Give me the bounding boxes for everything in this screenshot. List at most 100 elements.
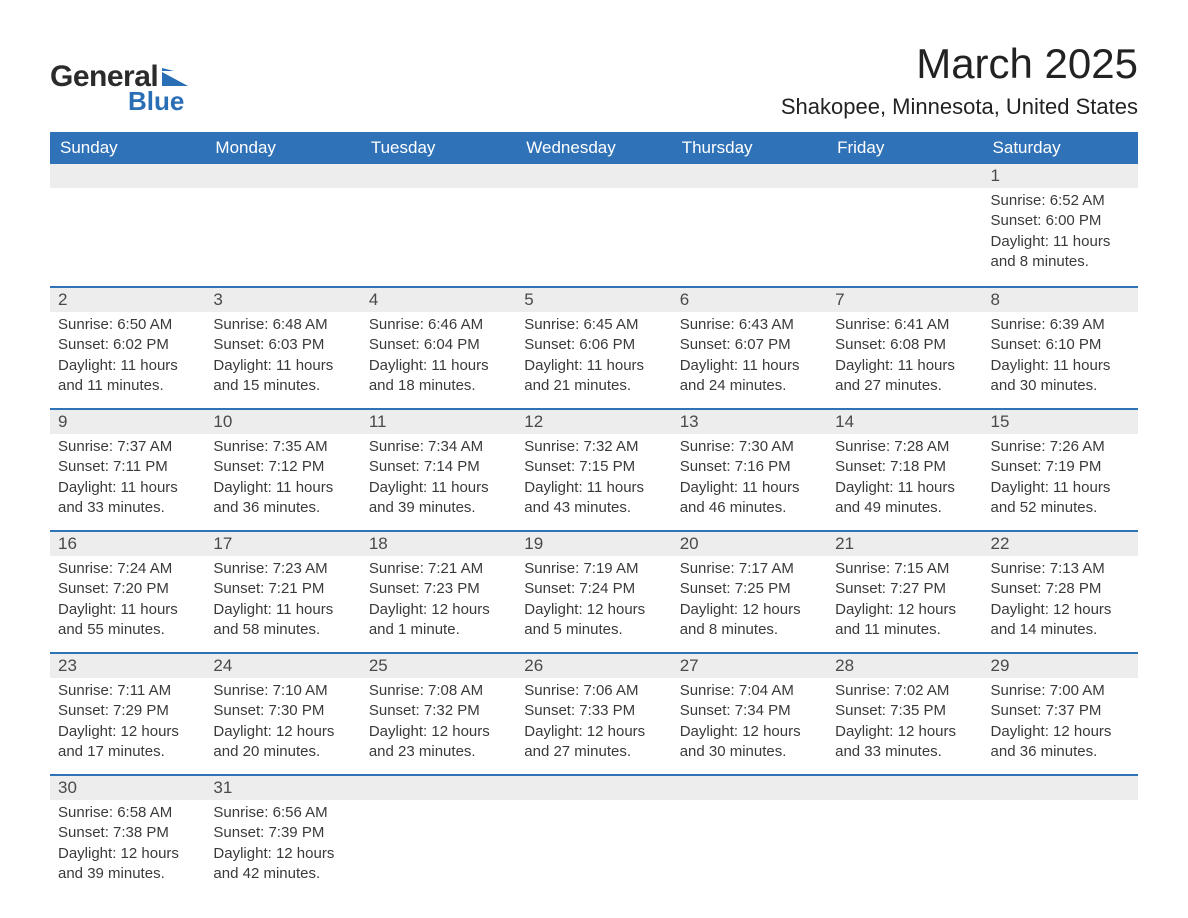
day-content: Sunrise: 6:45 AMSunset: 6:06 PMDaylight:… <box>516 312 671 402</box>
sunrise-text: Sunrise: 7:21 AM <box>369 559 508 579</box>
sunset-text: Sunset: 7:34 PM <box>680 701 819 721</box>
day-cell <box>827 774 982 896</box>
day-cell <box>672 774 827 896</box>
day-cell: 21Sunrise: 7:15 AMSunset: 7:27 PMDayligh… <box>827 530 982 652</box>
weekday-header: Thursday <box>672 132 827 164</box>
day-cell: 6Sunrise: 6:43 AMSunset: 6:07 PMDaylight… <box>672 286 827 408</box>
daylight1-text: Daylight: 12 hours <box>680 600 819 620</box>
week-row: 23Sunrise: 7:11 AMSunset: 7:29 PMDayligh… <box>50 652 1138 774</box>
daylight1-text: Daylight: 11 hours <box>835 356 974 376</box>
day-number <box>361 164 516 188</box>
daylight1-text: Daylight: 11 hours <box>58 356 197 376</box>
day-number <box>361 774 516 800</box>
daylight1-text: Daylight: 12 hours <box>524 722 663 742</box>
daylight2-text: and 23 minutes. <box>369 742 508 762</box>
day-number <box>827 774 982 800</box>
daylight1-text: Daylight: 11 hours <box>835 478 974 498</box>
day-number: 8 <box>983 286 1138 312</box>
daylight1-text: Daylight: 12 hours <box>991 722 1130 742</box>
daylight2-text: and 15 minutes. <box>213 376 352 396</box>
daylight1-text: Daylight: 11 hours <box>991 232 1130 252</box>
day-content: Sunrise: 6:52 AMSunset: 6:00 PMDaylight:… <box>983 188 1138 278</box>
day-cell <box>516 164 671 286</box>
day-number <box>672 164 827 188</box>
day-content <box>50 188 205 278</box>
day-number: 5 <box>516 286 671 312</box>
day-number: 22 <box>983 530 1138 556</box>
day-content: Sunrise: 7:10 AMSunset: 7:30 PMDaylight:… <box>205 678 360 768</box>
day-number: 29 <box>983 652 1138 678</box>
day-cell: 2Sunrise: 6:50 AMSunset: 6:02 PMDaylight… <box>50 286 205 408</box>
day-number <box>827 164 982 188</box>
daylight2-text: and 33 minutes. <box>835 742 974 762</box>
day-content: Sunrise: 6:56 AMSunset: 7:39 PMDaylight:… <box>205 800 360 890</box>
daylight1-text: Daylight: 11 hours <box>524 478 663 498</box>
day-content: Sunrise: 7:30 AMSunset: 7:16 PMDaylight:… <box>672 434 827 524</box>
day-cell: 13Sunrise: 7:30 AMSunset: 7:16 PMDayligh… <box>672 408 827 530</box>
day-content: Sunrise: 7:06 AMSunset: 7:33 PMDaylight:… <box>516 678 671 768</box>
daylight2-text: and 11 minutes. <box>835 620 974 640</box>
day-number: 4 <box>361 286 516 312</box>
daylight2-text: and 33 minutes. <box>58 498 197 518</box>
day-number: 24 <box>205 652 360 678</box>
sunset-text: Sunset: 6:04 PM <box>369 335 508 355</box>
daylight1-text: Daylight: 12 hours <box>58 722 197 742</box>
day-cell <box>361 774 516 896</box>
daylight2-text: and 49 minutes. <box>835 498 974 518</box>
day-cell: 25Sunrise: 7:08 AMSunset: 7:32 PMDayligh… <box>361 652 516 774</box>
day-number <box>516 774 671 800</box>
sunrise-text: Sunrise: 7:32 AM <box>524 437 663 457</box>
daylight2-text: and 20 minutes. <box>213 742 352 762</box>
day-number: 31 <box>205 774 360 800</box>
sunset-text: Sunset: 7:37 PM <box>991 701 1130 721</box>
daylight2-text: and 5 minutes. <box>524 620 663 640</box>
day-cell: 16Sunrise: 7:24 AMSunset: 7:20 PMDayligh… <box>50 530 205 652</box>
sunrise-text: Sunrise: 6:50 AM <box>58 315 197 335</box>
sunset-text: Sunset: 6:02 PM <box>58 335 197 355</box>
day-number: 28 <box>827 652 982 678</box>
day-content: Sunrise: 7:24 AMSunset: 7:20 PMDaylight:… <box>50 556 205 646</box>
day-cell: 29Sunrise: 7:00 AMSunset: 7:37 PMDayligh… <box>983 652 1138 774</box>
day-content: Sunrise: 6:39 AMSunset: 6:10 PMDaylight:… <box>983 312 1138 402</box>
daylight2-text: and 8 minutes. <box>680 620 819 640</box>
day-number <box>516 164 671 188</box>
daylight1-text: Daylight: 12 hours <box>213 722 352 742</box>
sunrise-text: Sunrise: 7:34 AM <box>369 437 508 457</box>
daylight2-text: and 27 minutes. <box>835 376 974 396</box>
day-cell <box>516 774 671 896</box>
day-number: 14 <box>827 408 982 434</box>
location: Shakopee, Minnesota, United States <box>781 94 1138 120</box>
day-content: Sunrise: 6:43 AMSunset: 6:07 PMDaylight:… <box>672 312 827 402</box>
weekday-header: Wednesday <box>516 132 671 164</box>
sunrise-text: Sunrise: 7:04 AM <box>680 681 819 701</box>
day-number <box>983 774 1138 800</box>
sunrise-text: Sunrise: 7:30 AM <box>680 437 819 457</box>
sunset-text: Sunset: 7:24 PM <box>524 579 663 599</box>
sunrise-text: Sunrise: 6:52 AM <box>991 191 1130 211</box>
daylight1-text: Daylight: 11 hours <box>991 356 1130 376</box>
day-cell <box>983 774 1138 896</box>
week-row: 1Sunrise: 6:52 AMSunset: 6:00 PMDaylight… <box>50 164 1138 286</box>
day-number <box>50 164 205 188</box>
calendar-table: Sunday Monday Tuesday Wednesday Thursday… <box>50 132 1138 896</box>
sunrise-text: Sunrise: 7:37 AM <box>58 437 197 457</box>
day-cell: 3Sunrise: 6:48 AMSunset: 6:03 PMDaylight… <box>205 286 360 408</box>
daylight2-text: and 36 minutes. <box>213 498 352 518</box>
day-content: Sunrise: 7:26 AMSunset: 7:19 PMDaylight:… <box>983 434 1138 524</box>
sunset-text: Sunset: 7:23 PM <box>369 579 508 599</box>
day-cell: 28Sunrise: 7:02 AMSunset: 7:35 PMDayligh… <box>827 652 982 774</box>
weekday-header: Tuesday <box>361 132 516 164</box>
day-content <box>672 800 827 890</box>
day-cell: 27Sunrise: 7:04 AMSunset: 7:34 PMDayligh… <box>672 652 827 774</box>
day-content <box>827 188 982 278</box>
weekday-header: Friday <box>827 132 982 164</box>
sunset-text: Sunset: 6:07 PM <box>680 335 819 355</box>
sunset-text: Sunset: 6:06 PM <box>524 335 663 355</box>
daylight1-text: Daylight: 12 hours <box>991 600 1130 620</box>
daylight1-text: Daylight: 11 hours <box>680 478 819 498</box>
day-content: Sunrise: 7:02 AMSunset: 7:35 PMDaylight:… <box>827 678 982 768</box>
day-cell <box>672 164 827 286</box>
day-content: Sunrise: 7:11 AMSunset: 7:29 PMDaylight:… <box>50 678 205 768</box>
daylight1-text: Daylight: 11 hours <box>369 478 508 498</box>
day-content: Sunrise: 7:28 AMSunset: 7:18 PMDaylight:… <box>827 434 982 524</box>
